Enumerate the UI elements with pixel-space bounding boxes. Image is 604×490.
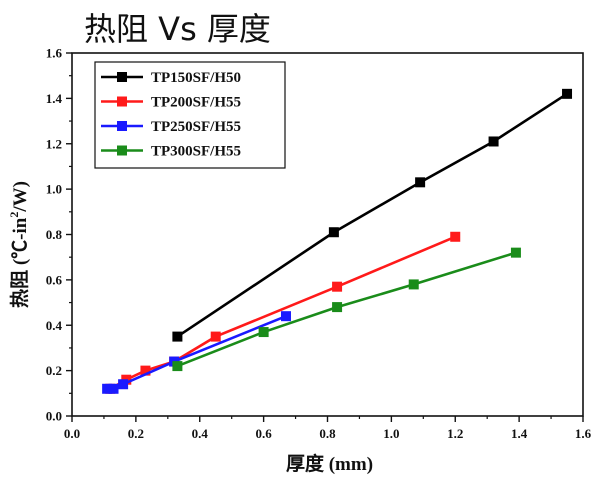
legend-label: TP250SF/H55 (151, 119, 241, 135)
data-point (332, 302, 343, 313)
x-tick-label: 0.8 (319, 426, 336, 441)
y-tick-label: 1.0 (46, 182, 62, 197)
y-axis-label-superscript: 2 (7, 212, 21, 218)
data-point (108, 383, 119, 394)
legend: TP150SF/H50 TP200SF/H55 TP250SF/H55 TP300SF… (94, 61, 286, 169)
y-axis-label-main: 热阻 (℃-in (8, 217, 31, 308)
x-tick-label: 1.4 (511, 426, 528, 441)
data-point (332, 281, 343, 292)
data-point (488, 136, 499, 147)
y-axis-label: 热阻 (℃-in2/W) (7, 181, 31, 308)
legend-swatch-marker (117, 72, 127, 82)
data-point (408, 279, 419, 290)
data-point (450, 231, 461, 242)
data-point (562, 88, 573, 99)
x-tick-label: 1.6 (575, 426, 592, 441)
x-tick-label: 1.2 (447, 426, 463, 441)
series-tp300sf-h55 (172, 247, 521, 372)
y-tick-label: 1.4 (46, 91, 63, 106)
data-point (510, 247, 521, 258)
legend-item: TP200SF/H55 (101, 95, 241, 111)
y-axis-label-tail: /W) (10, 181, 31, 213)
data-point (102, 383, 113, 394)
x-tick-label: 0.4 (192, 426, 209, 441)
legend-swatch-marker (117, 121, 127, 131)
data-point (172, 361, 183, 372)
y-tick-label: 0.2 (46, 363, 62, 378)
x-axis-label: 厚度 (mm) (286, 452, 373, 475)
legend-label: TP200SF/H55 (151, 95, 241, 111)
data-point (118, 379, 129, 390)
data-point (258, 327, 269, 338)
y-tick-label: 1.6 (46, 46, 63, 61)
chart-title: 热阻 Vs 厚度 (84, 10, 271, 48)
x-tick-label: 1.0 (383, 426, 399, 441)
legend-item: TP150SF/H50 (101, 70, 241, 86)
legend-item: TP300SF/H55 (101, 144, 241, 160)
series-tp150sf-h50 (172, 88, 573, 342)
legend-label: TP300SF/H55 (151, 144, 241, 160)
y-tick-label: 0.8 (46, 227, 63, 242)
data-point (210, 331, 221, 342)
y-tick-label: 0.0 (46, 409, 62, 424)
y-tick-label: 0.4 (46, 318, 63, 333)
legend-item: TP250SF/H55 (101, 119, 241, 135)
y-tick-label: 0.6 (46, 272, 63, 287)
plot-frame (71, 52, 584, 417)
data-point (172, 331, 183, 342)
x-tick-label: 0.6 (256, 426, 273, 441)
x-tick-label: 0.0 (64, 426, 80, 441)
series-line (176, 251, 517, 368)
legend-label: TP150SF/H50 (151, 70, 241, 86)
data-point (140, 365, 151, 376)
x-tick-label: 0.2 (128, 426, 144, 441)
legend-swatch-marker (117, 145, 127, 156)
data-point (280, 311, 291, 322)
data-point (328, 227, 339, 238)
y-tick-label: 1.2 (46, 136, 62, 151)
data-point (415, 177, 426, 188)
legend-swatch-marker (117, 96, 127, 107)
